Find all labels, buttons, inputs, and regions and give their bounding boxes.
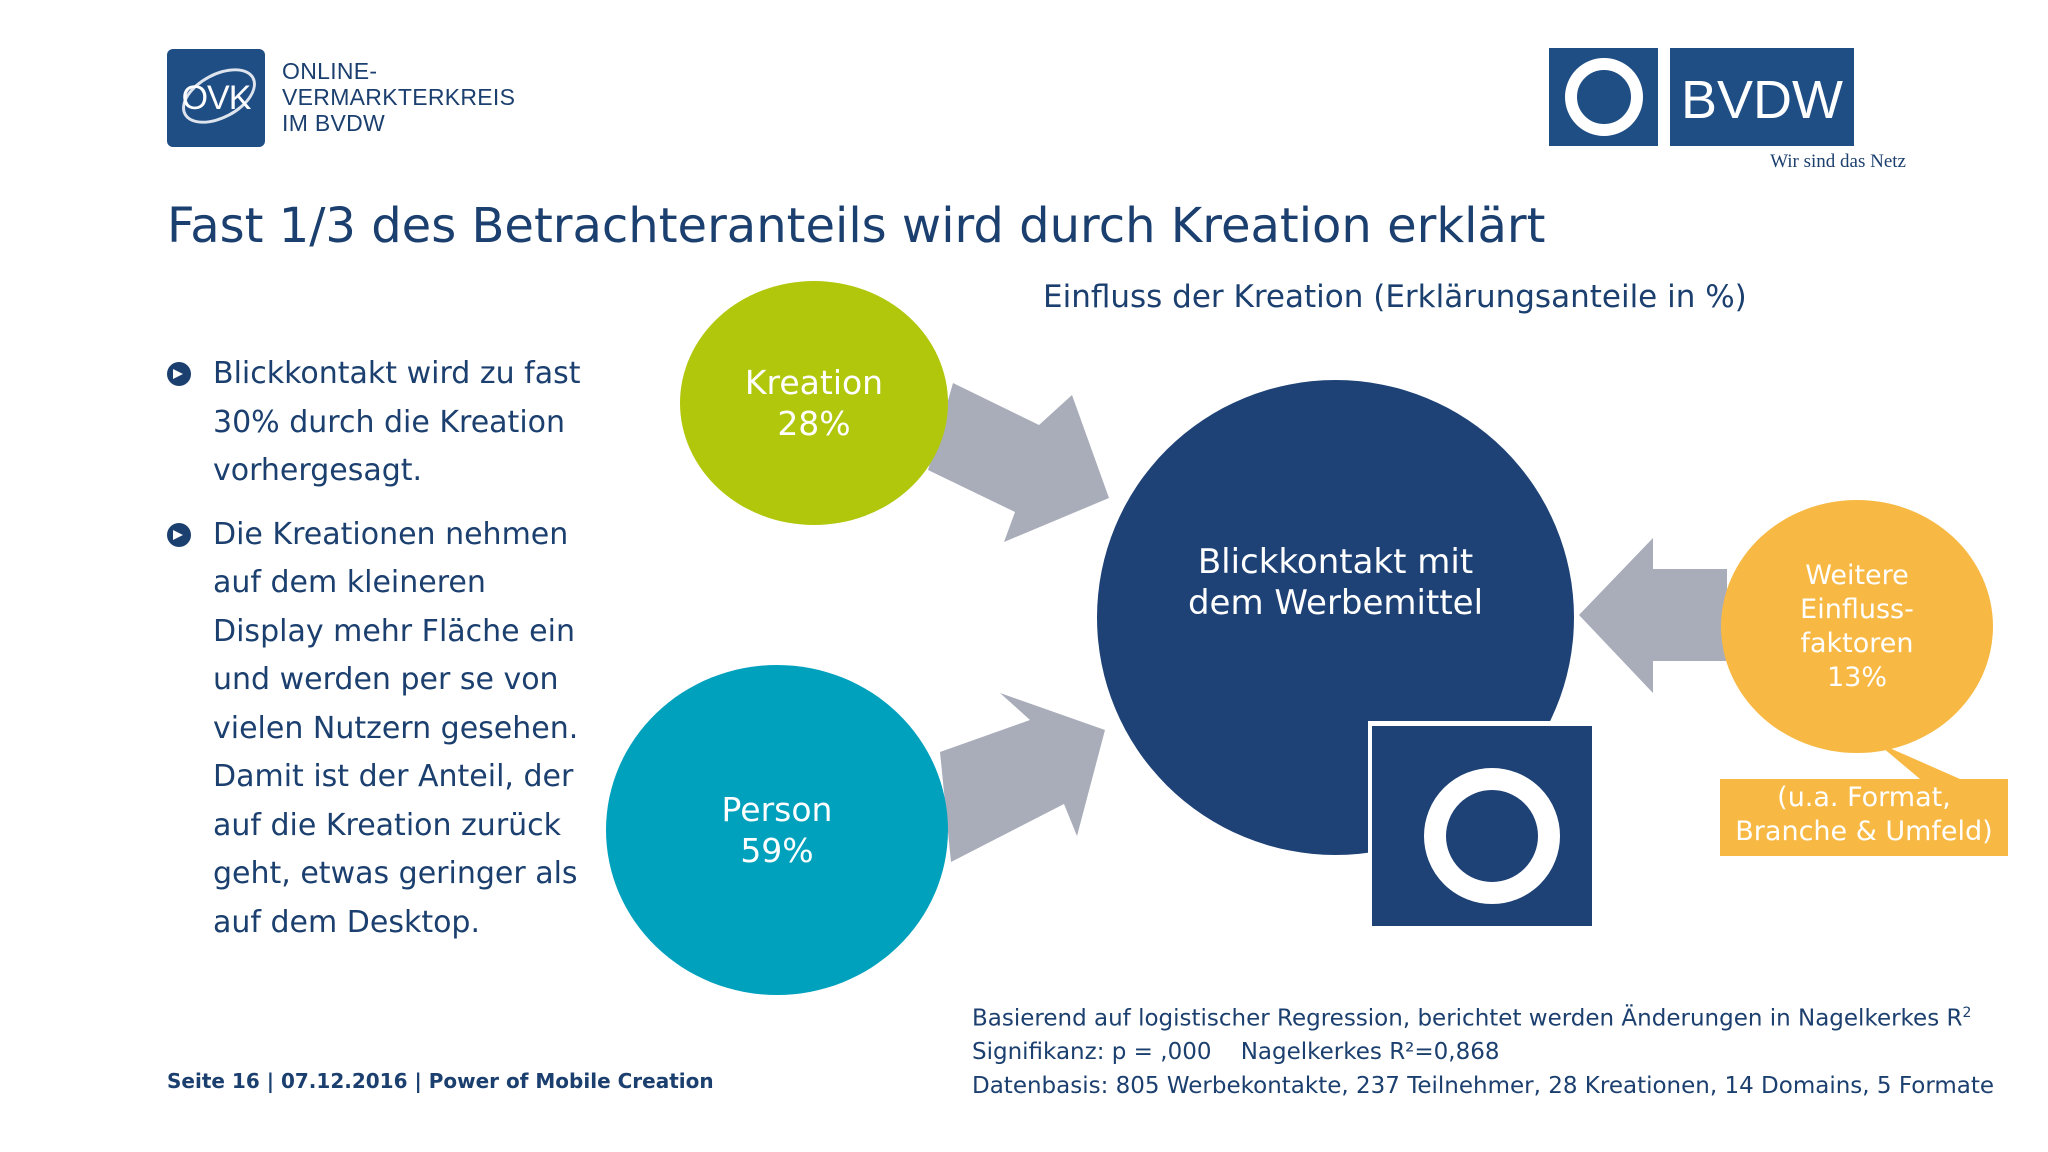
bullet-item: Die Kreationen nehmen auf dem kleineren … [167,511,637,948]
callout-text: (u.a. Format, Branche & Umfeld) [1720,781,2008,849]
ovk-logo: OVK [167,49,265,147]
weitere-circle: Weitere Einfluss- faktoren 13% [1721,500,1993,753]
note-line-1-text: Basierend auf logistischer Regression, b… [972,1005,1963,1032]
diagram-subtitle: Einfluss der Kreation (Erklärungsanteile… [1043,279,1747,315]
bvdw-logo-mark [1549,48,1658,146]
bullet-item: Blickkontakt wird zu fast 30% durch die … [167,350,637,496]
bullet-line: vielen Nutzern gesehen. [213,710,579,746]
bullet-line: auf dem Desktop. [213,904,481,940]
arrow-kreation-to-center [928,383,1109,542]
note-line-3: Datenbasis: 805 Werbekontakte, 237 Teiln… [972,1072,1995,1099]
bullet-list: Blickkontakt wird zu fast 30% durch die … [167,350,637,962]
bullet-line: auf dem kleineren [213,565,486,600]
kreation-value: 28% [777,404,851,443]
bullet-line: Display mehr Fläche ein [213,613,575,649]
kreation-circle: Kreation 28% [680,281,948,525]
ovk-line-3: IM BVDW [282,110,386,136]
page-footer: Seite 16 | 07.12.2016 | Power of Mobile … [167,1069,714,1093]
kreation-label: Kreation [744,363,884,402]
method-notes: Basierend auf logistischer Regression, b… [972,997,1994,1103]
arrow-weitere-to-center [1579,538,1727,693]
bvdw-wordmark-text: BVDW [1681,70,1843,130]
bvdw-ring-box [1368,721,1596,931]
ovk-line-1: ONLINE- [282,58,378,84]
weitere-callout: (u.a. Format, Branche & Umfeld) [1720,740,2008,856]
bullet-line: Damit ist der Anteil, der [213,759,574,794]
person-value: 59% [740,831,814,870]
weitere-line-1: Weitere [1805,559,1909,591]
arrow-bullet-icon [167,362,191,386]
bullet-line: Die Kreationen nehmen [213,516,569,552]
ring-icon [1424,768,1560,904]
weitere-line-2: Einfluss- [1800,593,1914,625]
weitere-value: 13% [1826,661,1887,693]
bullet-line: geht, etwas geringer als [213,856,578,891]
bullet-line: auf die Kreation zurück [213,807,562,843]
note-line-1: Basierend auf logistischer Regression, b… [972,997,1994,1036]
callout-line-1: (u.a. Format, [1777,782,1951,813]
bvdw-tagline: Wir sind das Netz [1770,151,1906,172]
arrow-person-to-center [940,693,1105,862]
ovk-line-2: VERMARKTERKREIS [282,84,516,110]
ovk-logo-mark: OVK [181,78,252,117]
bullet-line: Blickkontakt wird zu fast [213,356,581,391]
ovk-logo-text: ONLINE- VERMARKTERKREIS IM BVDW [282,58,522,136]
blickkontakt-line-2: dem Werbemittel [1187,582,1484,623]
note-line-1-sup: 2 [1962,1005,1972,1021]
bullet-line: 30% durch die Kreation [213,404,566,440]
callout-pointer [1876,742,1960,779]
slide-title: Fast 1/3 des Betrachteranteils wird durc… [167,198,1546,254]
arrow-bullet-icon [167,522,191,547]
callout-line-2: Branche & Umfeld) [1735,816,1993,847]
blickkontakt-circle: Blickkontakt mit dem Werbemittel [1097,380,1574,855]
weitere-line-3: faktoren [1800,627,1914,659]
blickkontakt-line-1: Blickkontakt mit [1197,541,1474,582]
bullet-line: und werden per se von [213,662,559,697]
person-label: Person [721,790,833,829]
callout-box [1720,779,2008,856]
bullet-line: vorhergesagt. [213,453,423,488]
note-line-2: Signifikanz: p = ,000 Nagelkerkes R²=0,8… [972,1039,1500,1066]
bvdw-ring-box-fill [1372,726,1592,926]
person-circle: Person 59% [606,665,948,995]
blickkontakt-text: Blickkontakt mit dem Werbemittel [1188,542,1483,624]
bvdw-logo-wordmark: BVDW [1670,48,1854,146]
